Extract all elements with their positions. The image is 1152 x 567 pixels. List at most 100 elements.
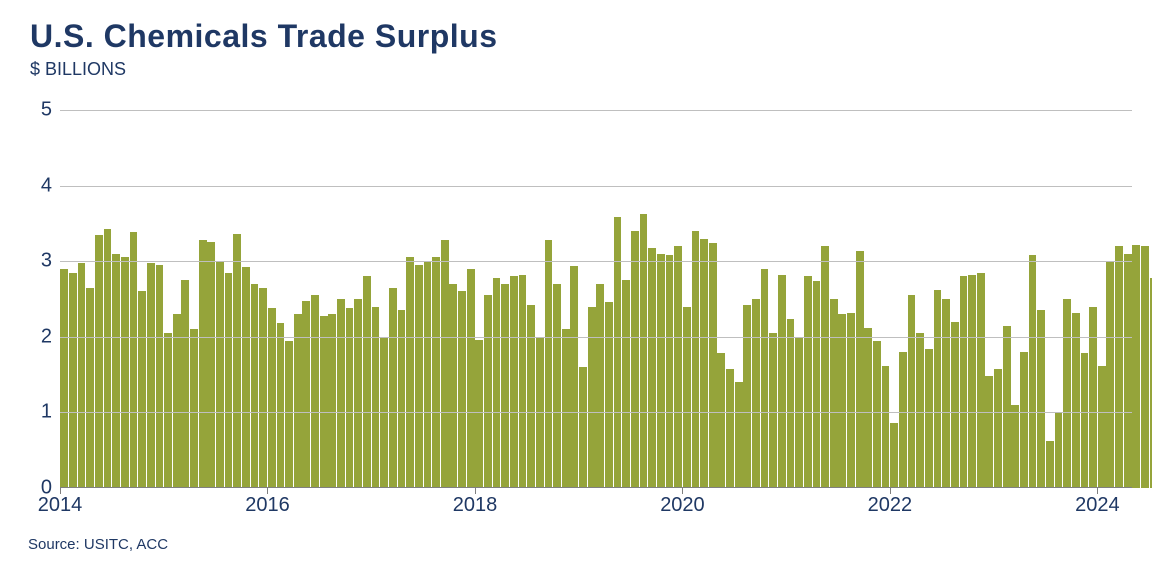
bar [657,254,665,488]
plot: 012345201420162018202020222024 [60,110,1132,488]
y-axis-label: $ BILLIONS [30,59,1132,80]
bar [847,313,855,488]
bar [622,280,630,488]
bar [778,275,786,488]
bar [138,291,146,488]
bar [501,284,509,488]
bar [1115,246,1123,488]
bar [190,329,198,488]
bar [164,333,172,488]
bar [692,231,700,488]
bar [925,349,933,488]
bar [726,369,734,488]
bar [112,254,120,488]
y-tick-label: 2 [41,325,60,348]
bar [631,231,639,488]
bar [752,299,760,488]
bar [337,299,345,488]
bar [104,229,112,488]
bar [934,290,942,488]
bar [519,275,527,488]
bar [484,295,492,488]
bar [787,319,795,488]
bar [588,307,596,488]
bar [761,269,769,488]
x-tick-label: 2018 [453,494,498,517]
bar [294,314,302,488]
bar [372,307,380,488]
bar [942,299,950,488]
bar [510,276,518,488]
bar-series [60,110,1132,488]
bar [277,323,285,488]
bar [968,275,976,488]
bar [95,235,103,488]
bar [700,239,708,488]
bar [346,308,354,488]
bar [1020,352,1028,488]
bar [216,261,224,488]
bar [562,329,570,488]
chart-container: U.S. Chemicals Trade Surplus $ BILLIONS … [0,0,1152,567]
x-tick-label: 2014 [38,494,83,517]
bar [493,278,501,488]
bar [882,366,890,488]
gridline [60,186,1132,187]
gridline [60,261,1132,262]
bar [527,305,535,488]
bar [449,284,457,488]
bar [873,341,881,488]
bar [977,273,985,488]
bar [78,263,86,488]
bar [908,295,916,488]
bar [994,369,1002,488]
bar [1081,353,1089,488]
bar [804,276,812,488]
bar [147,263,155,488]
bar [328,314,336,488]
bar [596,284,604,488]
bar [302,301,310,488]
chart-source: Source: USITC, ACC [28,536,168,553]
bar [233,234,241,488]
gridline [60,412,1132,413]
bar [1055,412,1063,488]
bar [1046,441,1054,488]
bar [821,246,829,488]
bar [311,295,319,488]
bar [225,273,233,488]
bar [130,232,138,488]
gridline [60,110,1132,111]
bar [173,314,181,488]
bar [354,299,362,488]
bar [69,273,77,488]
bar [199,240,207,488]
bar [1141,246,1149,488]
bar [813,281,821,488]
bar [285,341,293,488]
bar [890,423,898,488]
bar [769,333,777,488]
bar [899,352,907,488]
bar [1011,405,1019,488]
bar [181,280,189,488]
bar [640,214,648,488]
bar [683,307,691,488]
bar [1098,366,1106,488]
bar [614,217,622,488]
chart-title: U.S. Chemicals Trade Surplus [30,18,1132,55]
bar [406,257,414,488]
bar [960,276,968,488]
bar [207,242,215,488]
bar [735,382,743,488]
bar [1106,261,1114,488]
y-tick-label: 3 [41,250,60,273]
bar [1124,254,1132,488]
bar [320,316,328,488]
bar [121,257,129,488]
bar [86,288,94,488]
bar [268,308,276,488]
bar [985,376,993,488]
bar [709,243,717,488]
bar [579,367,587,488]
